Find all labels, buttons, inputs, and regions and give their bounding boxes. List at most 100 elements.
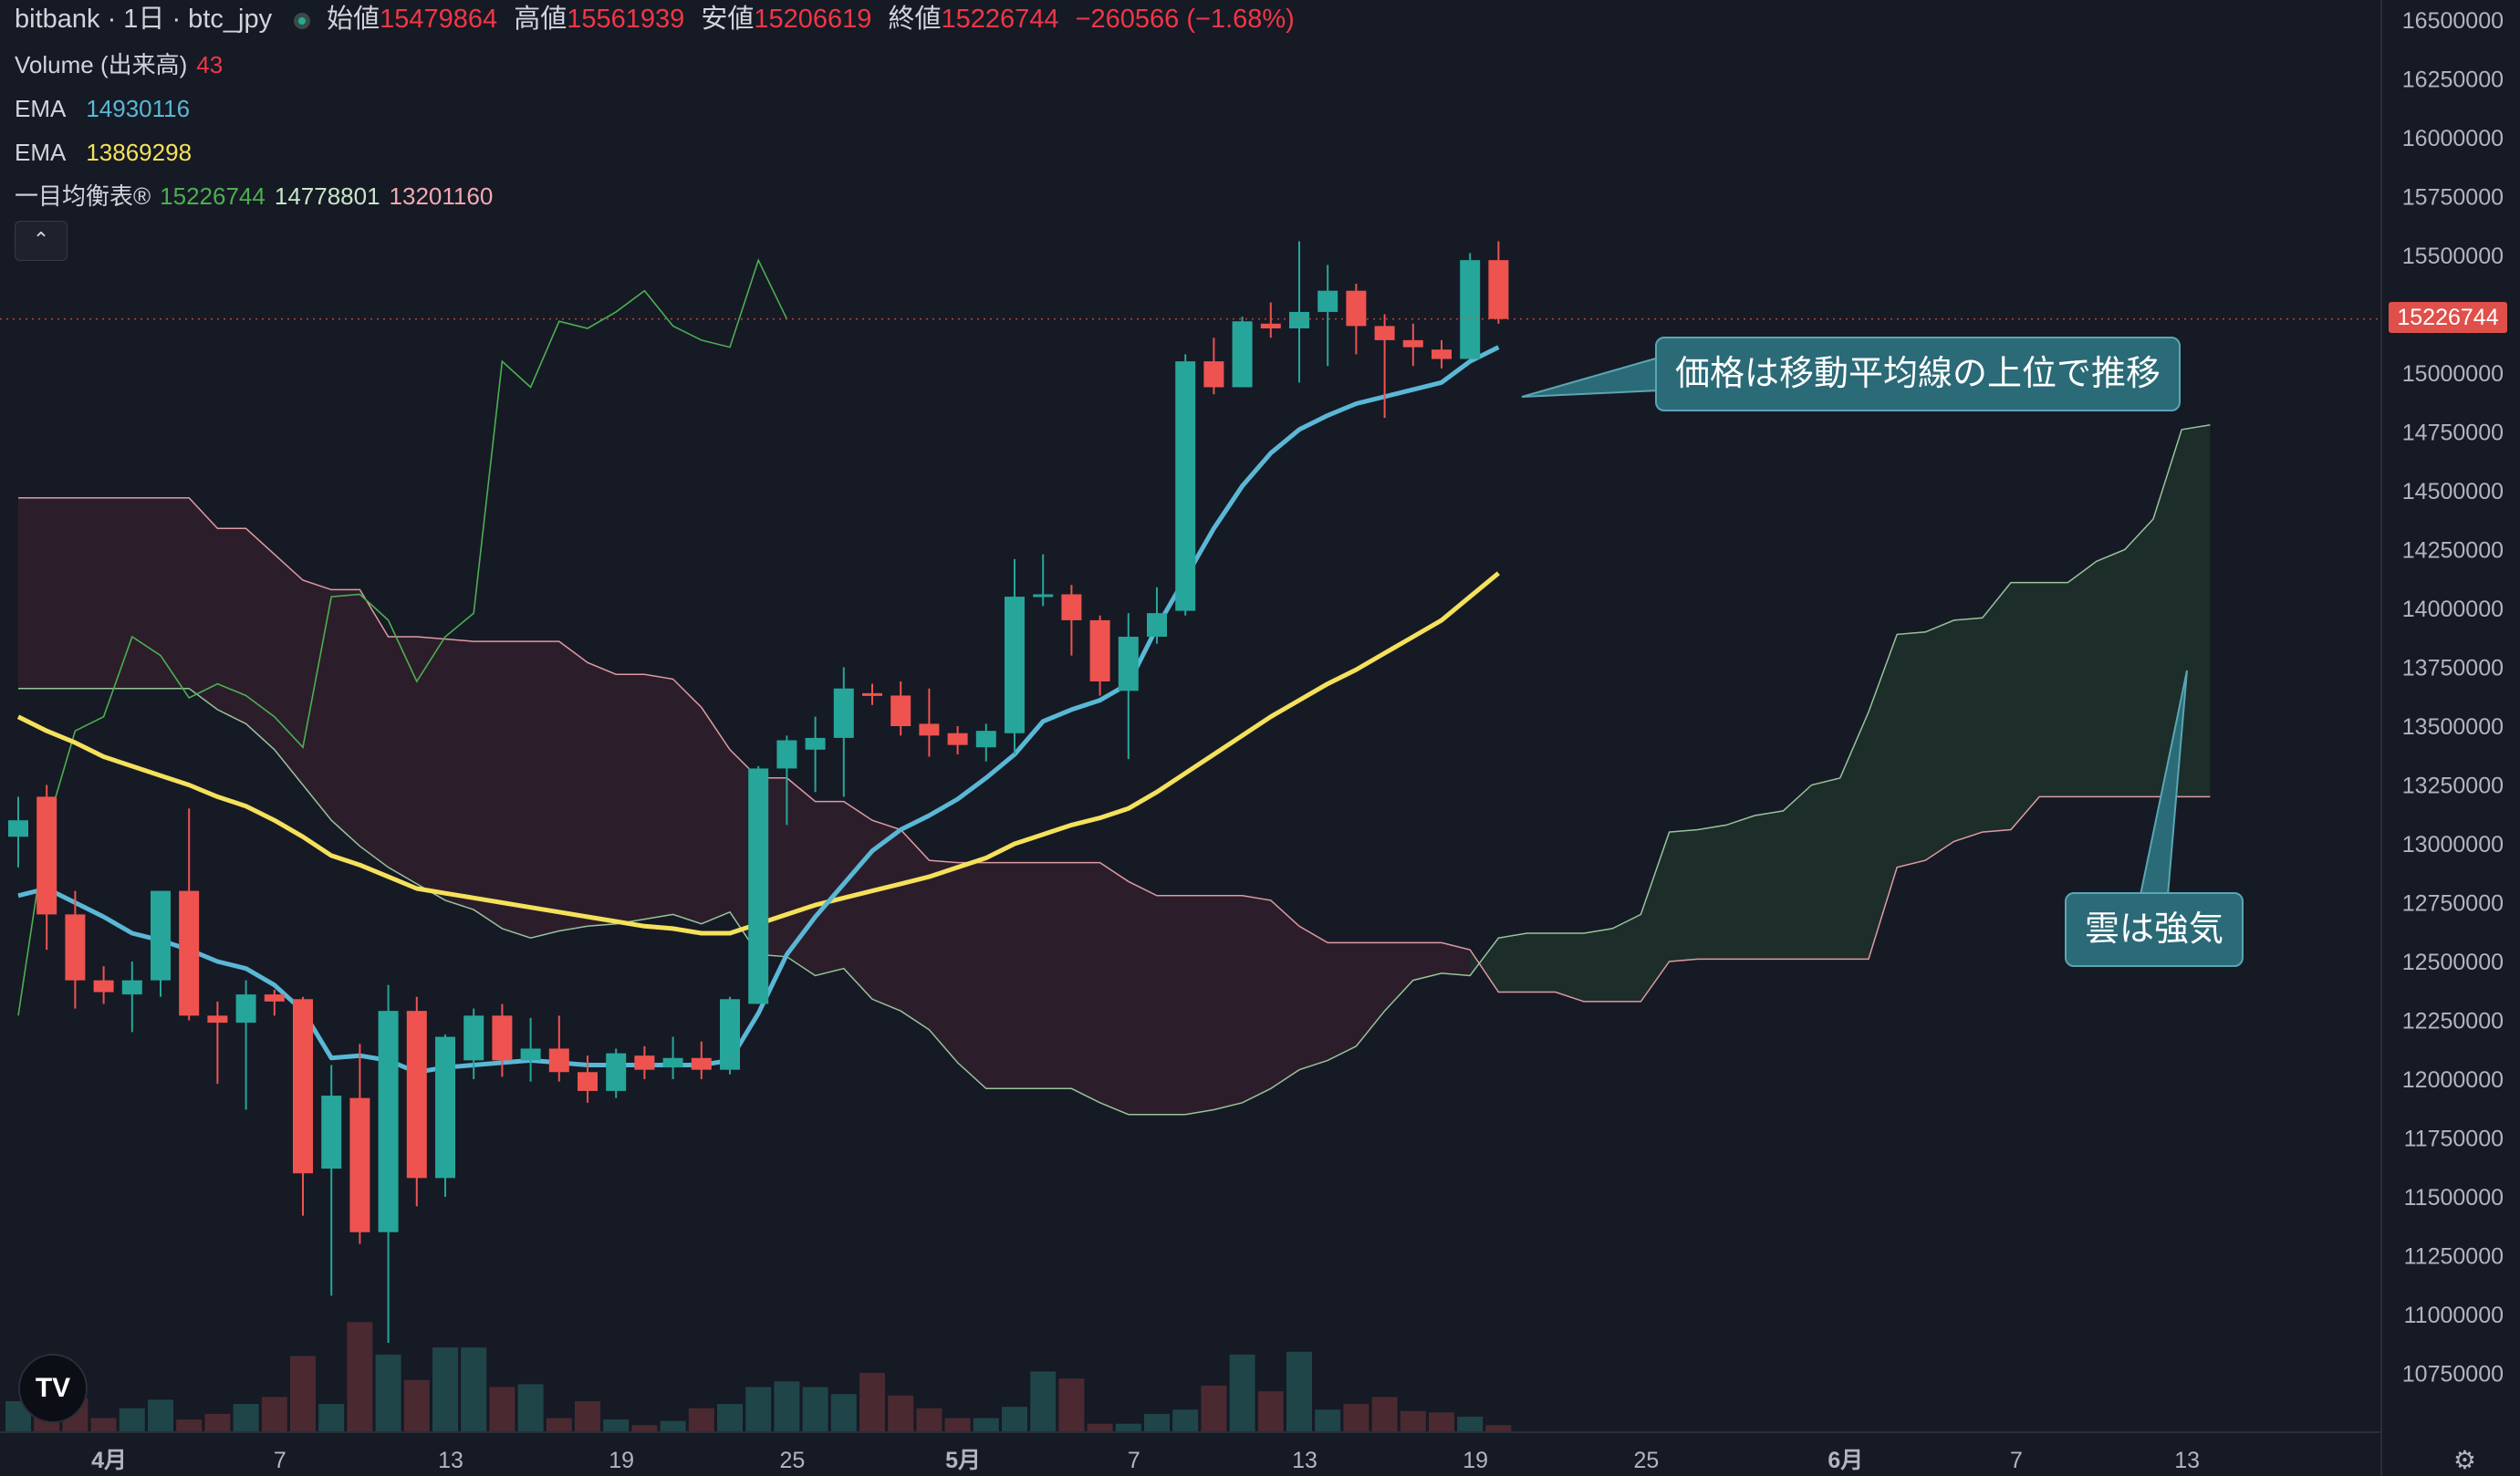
volume-bar xyxy=(1429,1412,1454,1432)
ichimoku-label: 一目均衡表® xyxy=(15,182,151,210)
candle-down xyxy=(1346,290,1367,327)
volume-bar xyxy=(603,1419,630,1432)
price-tick-label: 13250000 xyxy=(2402,774,2504,799)
time-tick-label: 7 xyxy=(274,1448,286,1473)
volume-bar xyxy=(261,1397,287,1432)
candle-down xyxy=(1089,619,1110,681)
candle-down xyxy=(179,890,200,1016)
volume-bar xyxy=(90,1418,117,1432)
volume-bar xyxy=(717,1404,743,1432)
candle-up xyxy=(378,1011,399,1232)
candle-down xyxy=(93,980,114,993)
senkou-span-b xyxy=(18,496,2211,1003)
volume-bar xyxy=(233,1404,259,1432)
candle-down xyxy=(293,999,313,1174)
callout-pointers xyxy=(1521,356,2188,896)
volume-bar xyxy=(1087,1423,1113,1432)
legend-ema-slow[interactable]: EMA 13869298 xyxy=(15,139,201,166)
candle-up xyxy=(833,688,854,738)
senkou-span-a xyxy=(18,424,2211,1116)
candle-up xyxy=(235,994,256,1024)
price-tick-label: 13000000 xyxy=(2402,832,2504,858)
volume-bar xyxy=(204,1413,231,1432)
volume-bar xyxy=(517,1384,544,1432)
candle-down xyxy=(264,994,285,1002)
volume-value: 43 xyxy=(196,51,224,78)
candle-up xyxy=(805,737,826,750)
volume-bar xyxy=(148,1399,173,1432)
callout-cloud-bullish: 雲は強気 xyxy=(2065,892,2244,967)
ichimoku-value-2: 14778801 xyxy=(274,182,380,210)
price-tick-label: 13500000 xyxy=(2402,714,2504,740)
price-tick-label: 13750000 xyxy=(2402,656,2504,681)
candles xyxy=(8,241,1509,1343)
volume-bar xyxy=(859,1372,885,1432)
legend-volume[interactable]: Volume (出来高) 43 xyxy=(15,51,232,78)
volume-bar xyxy=(1030,1371,1057,1432)
time-tick-label: 4月 xyxy=(91,1448,127,1473)
market-status-icon xyxy=(294,13,311,29)
volume-bar xyxy=(347,1322,373,1432)
open-value: 15479864 xyxy=(380,5,498,34)
volume-bar xyxy=(1457,1416,1484,1432)
low-value: 15206619 xyxy=(754,5,872,34)
symbol-title[interactable]: bitbank · 1日 · btc_jpy xyxy=(15,5,273,34)
candle-down xyxy=(919,723,940,736)
volume-bar xyxy=(802,1387,828,1432)
ema-slow-label: EMA xyxy=(15,139,67,166)
candle-down xyxy=(1374,326,1395,340)
ichimoku-value-1: 15226744 xyxy=(160,182,266,210)
candle-down xyxy=(1260,323,1281,328)
gear-icon[interactable]: ⚙ xyxy=(2452,1446,2476,1474)
cloud-bullish xyxy=(1470,424,2211,1002)
time-tick-label: 25 xyxy=(779,1448,805,1473)
tradingview-logo[interactable]: TV xyxy=(18,1354,88,1423)
volume-bar xyxy=(1343,1404,1369,1432)
candle-up xyxy=(1147,613,1167,637)
volume-bar xyxy=(688,1408,714,1432)
volume-bar xyxy=(944,1418,971,1432)
price-tick-label: 12000000 xyxy=(2402,1067,2504,1093)
volume-bar xyxy=(489,1387,515,1432)
legend-ema-fast[interactable]: EMA 14930116 xyxy=(15,95,199,122)
candle-down xyxy=(634,1055,655,1070)
volume-bar xyxy=(1002,1407,1027,1432)
candle-down xyxy=(1061,594,1082,620)
price-tick-label: 12750000 xyxy=(2402,891,2504,917)
low-label: 安値 xyxy=(701,5,755,34)
high-label: 高値 xyxy=(514,5,568,34)
candle-down xyxy=(1402,339,1423,348)
candle-up xyxy=(8,820,28,837)
candle-up xyxy=(1033,594,1054,598)
volume-bar xyxy=(1172,1409,1199,1432)
volume-bar xyxy=(546,1418,572,1432)
volume-bar xyxy=(1115,1423,1141,1432)
time-tick-label: 19 xyxy=(609,1448,634,1473)
price-tick-label: 16500000 xyxy=(2402,8,2504,34)
price-tick-label: 11750000 xyxy=(2404,1127,2504,1152)
volume-bar xyxy=(830,1394,857,1432)
time-axis[interactable]: 4月 7 13 19 25 5月 7 13 19 25 6月 7 13 xyxy=(91,1448,2200,1473)
time-tick-label: 6月 xyxy=(1828,1448,1863,1473)
ema-fast-label: EMA xyxy=(15,95,67,122)
volume-bar xyxy=(745,1387,772,1432)
volume-bar xyxy=(1257,1391,1284,1432)
volume-bar xyxy=(1201,1385,1227,1432)
candle-up xyxy=(520,1048,541,1061)
candle-up xyxy=(748,768,769,1004)
close-label: 終値 xyxy=(888,5,942,34)
price-tick-label: 14000000 xyxy=(2402,597,2504,622)
volume-bar xyxy=(916,1408,942,1432)
price-tick-label: 14500000 xyxy=(2402,479,2504,504)
time-tick-label: 25 xyxy=(1633,1448,1659,1473)
legend-ichimoku[interactable]: 一目均衡表® 15226744 14778801 13201160 xyxy=(15,182,502,210)
candle-up xyxy=(1460,260,1481,359)
legend-collapse-button[interactable]: ⌃ xyxy=(15,221,68,261)
price-tick-label: 16250000 xyxy=(2402,68,2504,93)
volume-bar xyxy=(1371,1397,1398,1432)
volume-bar xyxy=(1485,1425,1512,1432)
price-tick-label: 10750000 xyxy=(2402,1362,2504,1388)
candle-up xyxy=(1005,597,1025,733)
